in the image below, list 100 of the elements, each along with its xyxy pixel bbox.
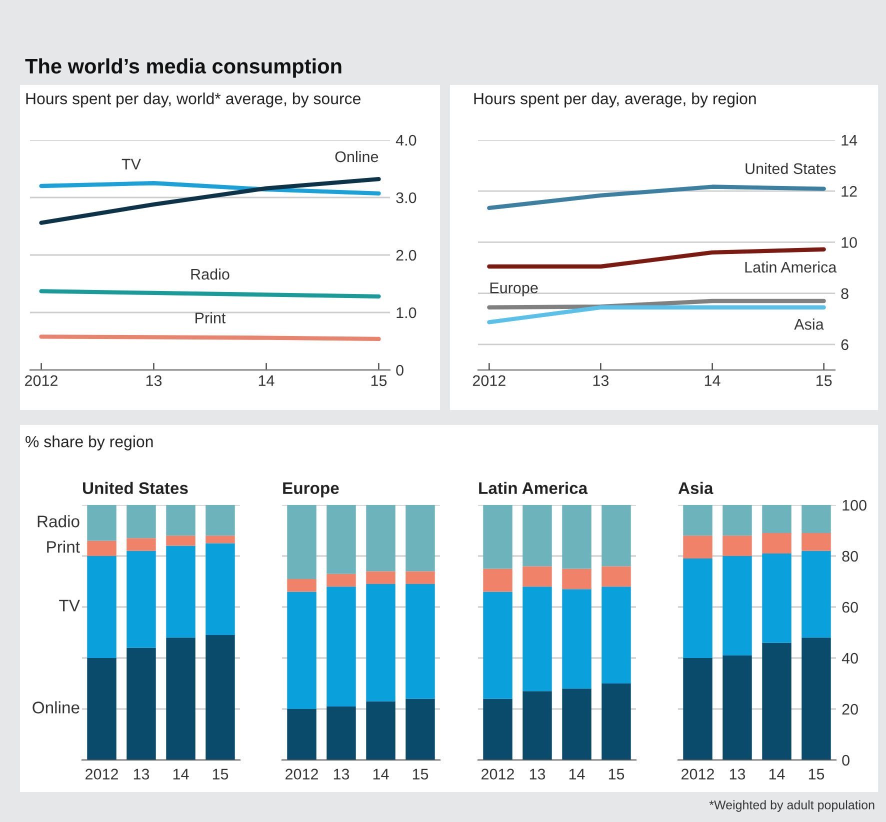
y-tick-label: 10 (842, 237, 857, 248)
x-tick-label: 13 (146, 375, 162, 386)
y-tick-label: 2.0 (396, 250, 416, 261)
bar (722, 655, 752, 760)
bar (166, 638, 196, 760)
bar (483, 592, 512, 699)
bar (602, 566, 631, 587)
chart-title: % share by region (26, 436, 153, 450)
bar (87, 556, 116, 658)
bar (602, 505, 631, 566)
series-label: TV (122, 158, 141, 170)
y-tick-label: 40 (842, 652, 858, 664)
bar (483, 698, 512, 760)
bar (206, 635, 235, 760)
bar (287, 592, 316, 709)
series-label: Asia (794, 318, 824, 330)
bar (126, 505, 156, 538)
x-tick-label: 2012 (86, 768, 118, 780)
y-tick-label: 6 (841, 339, 848, 350)
bar (406, 698, 435, 760)
bar (287, 505, 316, 579)
series-label: Print (47, 540, 80, 553)
bar (562, 688, 592, 760)
x-tick-label: 15 (371, 375, 387, 386)
bar (722, 505, 752, 536)
series-label: Online (32, 701, 80, 714)
x-tick-label: 13 (593, 375, 609, 386)
series-label: Radio (38, 515, 80, 528)
chart-title: The world’s media consumption (25, 58, 342, 78)
x-tick-label: 13 (334, 768, 350, 780)
bar (287, 709, 316, 760)
y-tick-label: 60 (842, 602, 858, 613)
line-series (487, 184, 826, 210)
bar (406, 505, 435, 572)
bar (602, 586, 631, 684)
bar (87, 505, 116, 541)
bar (87, 658, 116, 760)
bar (166, 546, 196, 638)
bar (126, 550, 156, 648)
bar (762, 553, 792, 643)
bar (366, 584, 396, 702)
bar (326, 574, 356, 587)
x-tick-label: 14 (173, 768, 189, 780)
x-tick-label: 2012 (286, 768, 318, 780)
chart-subtitle: Latin America (479, 482, 588, 494)
bar (802, 533, 831, 551)
x-tick-label: 15 (212, 768, 228, 780)
bar (366, 571, 396, 584)
bar (722, 536, 752, 556)
series-label: TV (59, 600, 80, 612)
bar (683, 536, 712, 559)
bar (522, 586, 552, 692)
series-label: Radio (191, 268, 230, 280)
x-tick-label: 15 (412, 768, 428, 780)
bar (366, 701, 396, 760)
bar (802, 550, 831, 638)
y-tick-label: 4.0 (396, 134, 416, 146)
bar (562, 505, 592, 569)
bar (522, 505, 552, 566)
bar (287, 578, 316, 592)
x-tick-label: 2012 (25, 375, 58, 386)
y-tick-label: 0 (842, 754, 850, 766)
x-tick-label: 2012 (472, 375, 506, 386)
x-tick-label: 15 (808, 768, 824, 780)
bar (762, 533, 792, 554)
bar (522, 691, 552, 760)
x-tick-label: 2012 (482, 768, 514, 780)
x-tick-label: 13 (134, 768, 150, 780)
bar (522, 566, 552, 587)
bar (87, 540, 116, 556)
x-tick-label: 14 (769, 768, 785, 780)
bar (683, 505, 712, 536)
series-label: Latin America (745, 261, 837, 273)
bar (562, 568, 592, 590)
x-tick-label: 14 (569, 768, 585, 780)
series-label: Print (196, 312, 226, 324)
bar (802, 638, 831, 760)
bar (126, 538, 156, 551)
y-tick-label: 0 (396, 364, 404, 376)
bar (483, 505, 512, 569)
series-label: Europe (490, 282, 538, 296)
x-tick-label: 2012 (682, 768, 714, 780)
bar (562, 589, 592, 689)
y-tick-label: 1.0 (396, 307, 416, 318)
text: *Weighted by adult population (709, 800, 874, 812)
bar (326, 505, 356, 574)
bar (802, 505, 831, 534)
bar (406, 571, 435, 584)
chart-subtitle: Asia (678, 482, 714, 494)
chart-subtitle: United States (83, 482, 188, 494)
y-tick-label: 20 (842, 704, 858, 715)
bar (483, 568, 512, 592)
bar (683, 658, 712, 760)
bar (206, 505, 235, 536)
bar (722, 556, 752, 656)
bar (683, 558, 712, 658)
bar (166, 505, 196, 536)
series-label: United States (746, 162, 836, 174)
y-tick-label: 100 (842, 500, 866, 511)
chart-subtitle: Europe (283, 482, 339, 498)
